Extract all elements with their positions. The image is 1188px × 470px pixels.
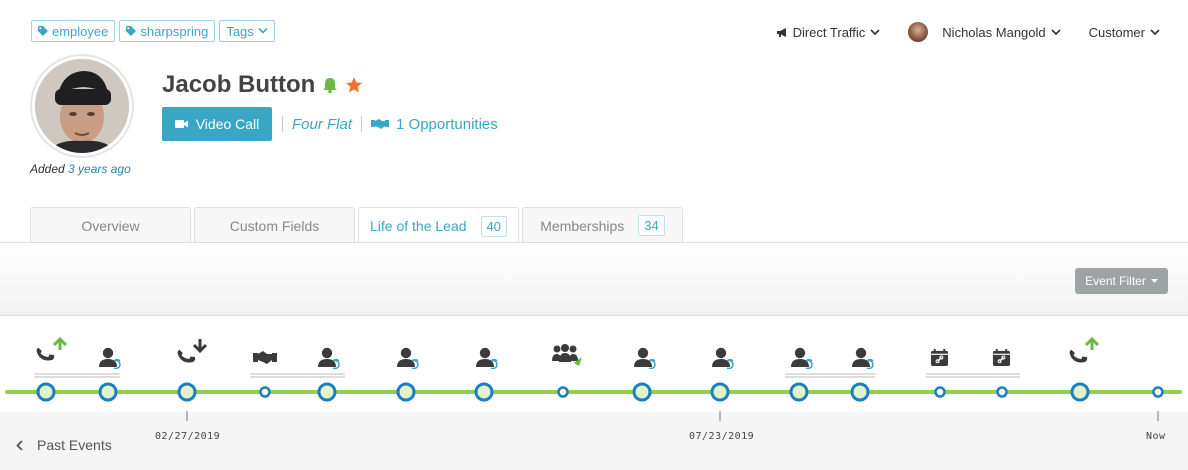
timeline-node <box>36 382 56 402</box>
contact-actions: Video Call Four Flat 1 Opportunities <box>162 107 498 141</box>
contact-update-icon <box>790 347 813 369</box>
video-call-button[interactable]: Video Call <box>162 107 272 141</box>
event-timeline <box>5 336 1182 421</box>
tab-life-of-the-lead[interactable]: Life of the Lead 40 <box>358 207 519 244</box>
added-prefix: Added <box>30 162 65 176</box>
timeline-node <box>474 382 494 402</box>
timeline-node <box>996 386 1008 398</box>
divider <box>361 116 363 132</box>
user-dropdown[interactable]: Nicholas Mangold <box>908 22 1061 42</box>
timeline-node <box>98 382 118 402</box>
filter-band <box>0 243 1188 316</box>
timeline-track <box>5 390 1182 394</box>
bell-icon[interactable] <box>321 76 339 94</box>
contact-update-icon <box>633 347 656 369</box>
user-name: Nicholas Mangold <box>942 24 1046 40</box>
tag-label: sharpspring <box>140 23 209 39</box>
timeline-node <box>1152 386 1164 398</box>
timeline-node <box>396 382 416 402</box>
star-icon[interactable] <box>345 76 363 94</box>
tab-label: Custom Fields <box>229 217 320 234</box>
date-label: 07/23/2019 <box>689 431 755 442</box>
tab-overview[interactable]: Overview <box>30 207 191 243</box>
tags-dropdown-label: Tags <box>226 23 254 39</box>
contact-update-icon <box>475 347 498 369</box>
avatar-photo <box>35 59 129 153</box>
divider <box>282 116 283 132</box>
timeline-node <box>259 386 271 398</box>
opportunities-label: 1 Opportunities <box>396 115 498 133</box>
chevron-left-icon <box>16 439 23 451</box>
contact-update-icon <box>98 347 121 369</box>
outgoing-call-icon <box>35 336 68 364</box>
tab-count-badge: 40 <box>480 215 507 237</box>
megaphone-icon <box>776 27 786 37</box>
tab-divider <box>0 242 1188 243</box>
handshake-icon <box>371 119 390 129</box>
date-label: 02/27/2019 <box>155 431 221 442</box>
group-send-icon <box>552 344 582 366</box>
timeline-node <box>934 386 946 398</box>
contact-name: Jacob Button <box>162 71 316 98</box>
tag-employee[interactable]: employee <box>31 20 116 42</box>
event-filter-button[interactable]: Event Filter <box>1075 268 1168 294</box>
tag-list: employee sharpspring Tags <box>31 20 275 42</box>
chevron-down-icon <box>258 27 268 34</box>
tab-custom-fields[interactable]: Custom Fields <box>194 207 355 243</box>
calendar-link-icon <box>992 348 1011 367</box>
outgoing-call-icon <box>1068 336 1100 366</box>
added-date: Added 3 years ago <box>30 162 131 176</box>
event-filter-label: Event Filter <box>1085 274 1146 288</box>
tags-dropdown[interactable]: Tags <box>219 20 275 42</box>
timeline-node <box>1070 382 1090 402</box>
tag-label: employee <box>52 23 109 39</box>
incoming-call-icon <box>176 339 208 366</box>
timeline-node <box>789 382 809 402</box>
video-camera-icon <box>174 120 188 128</box>
contact-update-icon <box>396 347 419 369</box>
tag-icon <box>126 26 137 36</box>
top-bar: Direct Traffic Nicholas Mangold Customer <box>776 22 1160 42</box>
timeline-node <box>710 382 730 402</box>
video-call-label: Video Call <box>195 116 260 132</box>
tab-label: Life of the Lead <box>370 218 467 234</box>
chevron-down-icon <box>1150 28 1160 35</box>
role-label: Customer <box>1088 24 1145 40</box>
contact-update-icon <box>851 347 874 369</box>
tab-memberships[interactable]: Memberships 34 <box>522 207 683 243</box>
contact-update-icon <box>711 347 734 369</box>
calendar-link-icon <box>930 348 949 367</box>
tab-bar: Overview Custom Fields Life of the Lead … <box>30 207 686 244</box>
caret-down-icon <box>1150 279 1158 283</box>
timeline-node <box>557 386 569 398</box>
timeline-node <box>317 382 337 402</box>
traffic-source-dropdown[interactable]: Direct Traffic <box>776 25 881 40</box>
traffic-source-label: Direct Traffic <box>792 24 866 40</box>
past-events-label: Past Events <box>37 437 112 453</box>
timeline-node <box>632 382 652 402</box>
date-label: Now <box>1146 431 1166 442</box>
contact-avatar <box>30 54 134 158</box>
timeline-node <box>850 382 870 402</box>
past-events-button[interactable]: Past Events <box>16 437 112 453</box>
tab-label: Overview <box>81 217 140 234</box>
event-group-brackets <box>34 373 1020 378</box>
company-link[interactable]: Four Flat <box>292 115 353 133</box>
user-avatar <box>908 22 929 42</box>
timeline-axis-band <box>0 412 1188 470</box>
added-ago: 3 years ago <box>68 162 131 176</box>
timeline-node <box>177 382 197 402</box>
timeline-nodes <box>36 382 1164 402</box>
tab-label: Memberships <box>540 217 625 234</box>
contact-header: Jacob Button <box>162 71 363 99</box>
tag-sharpspring[interactable]: sharpspring <box>119 20 216 42</box>
role-dropdown[interactable]: Customer <box>1089 25 1160 40</box>
opportunities-link[interactable]: 1 Opportunities <box>371 116 498 133</box>
contact-update-icon <box>317 347 340 369</box>
chevron-down-icon <box>1051 28 1061 35</box>
handshake-icon <box>253 351 277 364</box>
tag-icon <box>38 26 48 36</box>
chevron-down-icon <box>870 28 880 35</box>
tab-count-badge: 34 <box>638 215 665 236</box>
